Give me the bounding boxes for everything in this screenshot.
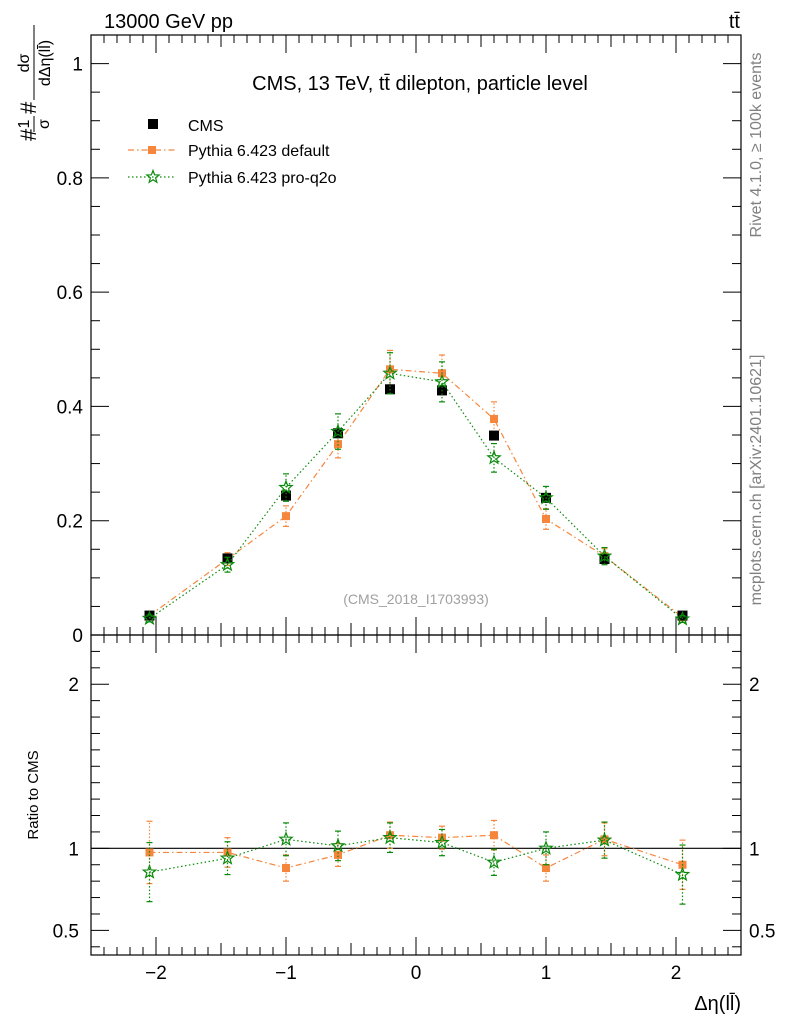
data-point (542, 515, 550, 523)
y-label-dsigma: dσ (16, 53, 33, 72)
ratio-y-tick-label: 2 (68, 675, 79, 696)
y-axis-label: # 1 σ # dσ dΔη(ll̄) (16, 25, 54, 141)
y-label-hash1: # (16, 128, 41, 141)
ratio-y-tick-label: 0.5 (53, 921, 79, 942)
series-line-pythia-6-423-default (149, 834, 683, 869)
data-point (334, 440, 342, 449)
data-point (219, 849, 236, 865)
ratio-series (141, 819, 691, 905)
x-tick-label: −1 (275, 963, 297, 984)
data-point (486, 449, 502, 465)
series-line-pythia-6-423-pro-q2o (149, 837, 683, 876)
main-series (141, 349, 691, 626)
data-point (281, 490, 291, 501)
data-point (330, 423, 346, 439)
ratio-y-label: Ratio to CMS (25, 750, 42, 839)
legend-marker-pythia-default (148, 146, 156, 154)
data-point (490, 415, 498, 423)
series-line-pythia-6-423-pro-q2o (149, 372, 683, 620)
rivet-label: Rivet 4.1.0, ≥ 100k events (748, 53, 765, 238)
data-point (278, 831, 294, 846)
data-point (486, 854, 502, 869)
data-point (434, 373, 450, 389)
y-label-one: 1 (16, 119, 33, 128)
data-point (489, 430, 499, 441)
data-point (334, 850, 342, 859)
ratio-y-tick-label-right: 1 (749, 839, 760, 860)
main-y-tick-label: 0.6 (57, 283, 83, 304)
main-y-tick-label: 0 (72, 626, 83, 647)
watermark: (CMS_2018_I1703993) (343, 591, 489, 607)
ratio-axis-ticks: −2 −1 0 1 2 2 2 1 1 0.5 0.5 (53, 635, 775, 984)
series-pythia-6-423-pro-q2o (141, 352, 691, 626)
data-point (386, 831, 394, 840)
data-point (596, 831, 613, 847)
x-axis-label: Δη(ll̄) (694, 992, 741, 1015)
ratio-y-tick-label: 1 (68, 839, 79, 860)
data-point (434, 834, 450, 850)
source-label: mcplots.cern.ch [arXiv:2401.10621] (748, 355, 765, 606)
data-point (141, 610, 158, 626)
series-cms (144, 384, 688, 621)
main-y-tick-label: 1 (72, 55, 83, 76)
series-line-pythia-6-423-default (149, 368, 683, 618)
data-point (542, 864, 550, 873)
data-point (674, 610, 691, 626)
y-label-denominator: dΔη(ll̄) (36, 40, 54, 86)
main-y-tick-label: 0.2 (57, 512, 83, 533)
main-y-tick-label: 0.8 (57, 169, 83, 190)
process-label: tt̄ (729, 11, 741, 33)
legend-entry-cms: CMS (148, 118, 224, 135)
data-point (382, 365, 398, 380)
data-point (141, 863, 158, 879)
data-point (282, 512, 290, 521)
data-point (278, 479, 294, 495)
main-panel: 0 0.2 0.4 0.6 0.8 1 CMS, 13 TeV, tt̄ dilepton… (16, 25, 742, 647)
legend-label-pythia-pro-q2o: Pythia 6.423 pro-q2o (188, 170, 337, 187)
data-point (490, 831, 498, 840)
data-point (674, 866, 691, 882)
main-y-tick-label: 0.4 (57, 397, 84, 418)
legend-entry-pythia-default: Pythia 6.423 default (128, 143, 330, 160)
x-tick-label: 0 (411, 963, 422, 984)
data-point (330, 837, 346, 853)
series-pythia-6-423-pro-q2o (141, 821, 691, 905)
data-point (596, 547, 613, 563)
data-point (282, 864, 290, 873)
ratio-panel: −2 −1 0 1 2 2 2 1 1 0.5 0.5 Ratio to CMS (25, 634, 775, 984)
series-pythia-6-423-default (145, 349, 687, 622)
energy-label: 13000 GeV pp (104, 11, 233, 33)
data-point (219, 556, 236, 572)
legend-marker-cms (148, 119, 158, 129)
ratio-y-tick-label-right: 2 (749, 675, 760, 696)
x-tick-label: 2 (671, 963, 682, 984)
y-label-sigma: σ (36, 119, 53, 129)
data-point (382, 829, 398, 845)
ratio-frame (90, 634, 742, 956)
data-point (538, 840, 554, 855)
data-point (333, 428, 343, 439)
data-point (538, 489, 554, 505)
legend: CMS Pythia 6.423 default Pythia 6.423 pr… (128, 118, 337, 187)
main-axis-ticks: 0 0.2 0.4 0.6 0.8 1 (57, 35, 742, 647)
legend-marker-pythia-pro-q2o (145, 168, 161, 184)
legend-label-cms: CMS (188, 118, 224, 135)
chart-title: CMS, 13 TeV, tt̄ dilepton, particle leve… (252, 73, 588, 95)
legend-entry-pythia-pro-q2o: Pythia 6.423 pro-q2o (128, 168, 337, 187)
x-tick-label: 1 (541, 963, 552, 984)
y-label-hash2: # (16, 101, 41, 114)
legend-label-pythia-default: Pythia 6.423 default (188, 143, 330, 160)
x-tick-label: −2 (145, 963, 167, 984)
ratio-y-tick-label-right: 0.5 (749, 921, 775, 942)
